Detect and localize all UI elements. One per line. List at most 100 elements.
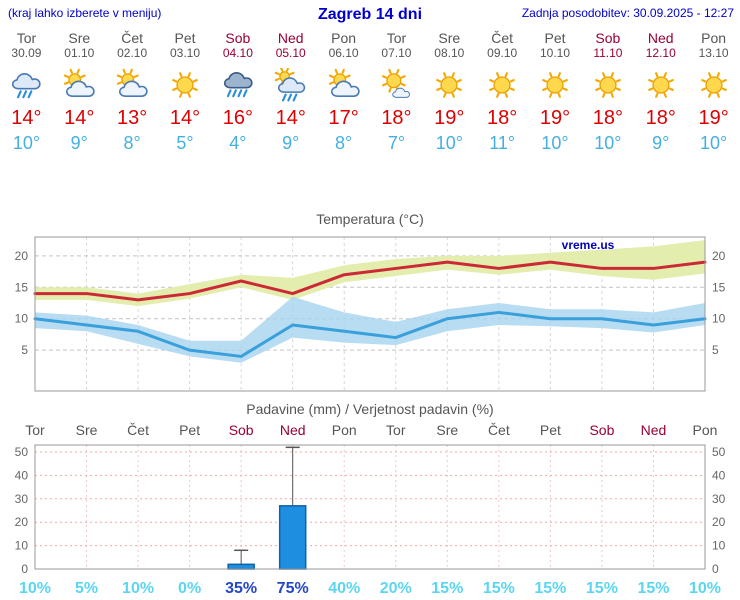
- day-high-temp: 19°: [434, 107, 465, 129]
- day-date: 12.10: [645, 46, 676, 60]
- day-high-temp: 18°: [487, 107, 518, 129]
- svg-text:50: 50: [712, 445, 726, 459]
- svg-text:40: 40: [712, 468, 726, 482]
- day-low-temp: 8°: [334, 133, 353, 153]
- svg-text:Sre: Sre: [436, 422, 458, 438]
- svg-text:5%: 5%: [75, 580, 98, 597]
- svg-text:15%: 15%: [431, 580, 463, 597]
- day-name: Sob: [595, 30, 621, 46]
- svg-text:Čet: Čet: [488, 422, 510, 438]
- svg-text:15%: 15%: [637, 580, 669, 597]
- day-date: 02.10: [117, 46, 148, 60]
- partly-cloudy-icon: [317, 65, 370, 105]
- day-low-temp: 10°: [594, 133, 622, 153]
- svg-text:40%: 40%: [328, 580, 360, 597]
- svg-text:Pet: Pet: [179, 422, 200, 438]
- day-date: 03.10: [169, 46, 201, 60]
- day-high-temp: 17°: [328, 107, 359, 129]
- svg-text:10%: 10%: [122, 580, 154, 597]
- temperature-chart: 5 5 10 10 15 15 20 20 vreme.us: [15, 236, 726, 392]
- day-name: Tor: [386, 30, 407, 46]
- rain-icon: [0, 65, 53, 105]
- day-low-temp: 10°: [12, 133, 41, 153]
- day-date: 30.09: [11, 46, 42, 60]
- day-cell[interactable]: Pon 13.10 19° 10°: [687, 30, 740, 153]
- svg-text:Pon: Pon: [332, 422, 357, 438]
- sunny-icon: [423, 65, 476, 105]
- day-cell[interactable]: Ned 05.10 14° 9°: [264, 30, 317, 153]
- svg-text:20: 20: [15, 515, 29, 529]
- svg-text:Ned: Ned: [641, 422, 667, 438]
- day-cell[interactable]: Pet 10.10 19° 10°: [529, 30, 582, 153]
- svg-text:15%: 15%: [483, 580, 515, 597]
- day-cell[interactable]: Čet 09.10 18° 11°: [476, 30, 529, 153]
- page-header: (kraj lahko izberete v meniju) Zagreb 14…: [0, 0, 740, 23]
- partly-cloudy-icon: [53, 65, 106, 105]
- partly-cloudy-icon: [106, 65, 159, 105]
- day-cell[interactable]: Tor 30.09 14° 10°: [0, 30, 53, 153]
- day-cell[interactable]: Sre 08.10 19° 10°: [423, 30, 476, 153]
- svg-text:40: 40: [15, 468, 29, 482]
- day-high-temp: 19°: [698, 107, 729, 129]
- day-cell[interactable]: Sob 11.10 18° 10°: [581, 30, 634, 153]
- day-date: 13.10: [698, 46, 729, 60]
- day-high-temp: 14°: [64, 107, 95, 129]
- day-cell[interactable]: Sob 04.10 16° 4°: [211, 30, 264, 153]
- svg-text:Tor: Tor: [386, 422, 406, 438]
- day-cell[interactable]: Ned 12.10 18° 9°: [634, 30, 687, 153]
- day-cell[interactable]: Pon 06.10 17° 8°: [317, 30, 370, 153]
- svg-text:15: 15: [15, 280, 29, 294]
- svg-text:Ned: Ned: [280, 422, 306, 438]
- svg-text:30: 30: [15, 492, 29, 506]
- day-name: Tor: [16, 30, 37, 46]
- day-low-temp: 9°: [70, 133, 88, 153]
- svg-text:10%: 10%: [689, 580, 721, 597]
- sunny-icon: [634, 65, 687, 105]
- svg-text:15%: 15%: [534, 580, 566, 597]
- svg-text:20: 20: [712, 515, 726, 529]
- svg-text:20: 20: [15, 249, 29, 263]
- precipitation-chart-title: Padavine (mm) / Verjetnost padavin (%): [246, 401, 494, 417]
- svg-text:35%: 35%: [225, 580, 257, 597]
- day-high-temp: 14°: [11, 107, 42, 129]
- day-name: Pet: [544, 30, 566, 46]
- day-date: 09.10: [487, 46, 518, 60]
- day-date: 08.10: [434, 46, 465, 60]
- sunny-icon: [159, 65, 212, 105]
- sunny-icon: [687, 65, 740, 105]
- day-name: Sre: [438, 30, 461, 46]
- day-cell[interactable]: Čet 02.10 13° 8°: [106, 30, 159, 153]
- day-low-temp: 9°: [652, 133, 670, 153]
- day-name: Sob: [225, 30, 251, 46]
- day-name: Ned: [647, 30, 674, 46]
- sunny-icon: [476, 65, 529, 105]
- day-low-temp: 10°: [435, 133, 463, 153]
- day-cell[interactable]: Pet 03.10 14° 5°: [159, 30, 212, 153]
- day-date: 04.10: [222, 46, 253, 60]
- svg-text:0: 0: [21, 562, 28, 576]
- day-low-temp: 11°: [489, 133, 516, 153]
- svg-text:75%: 75%: [277, 580, 309, 597]
- showers-sun-icon: [264, 65, 317, 105]
- svg-text:Tor: Tor: [25, 422, 45, 438]
- svg-text:Sob: Sob: [229, 422, 254, 438]
- svg-text:15%: 15%: [586, 580, 618, 597]
- day-name: Ned: [277, 30, 304, 46]
- day-high-temp: 19°: [539, 107, 571, 129]
- svg-text:Sre: Sre: [76, 422, 98, 438]
- day-name: Sre: [68, 30, 91, 46]
- day-cell[interactable]: Tor 07.10 18° 7°: [370, 30, 423, 153]
- day-cell[interactable]: Sre 01.10 14° 9°: [53, 30, 106, 153]
- svg-text:30: 30: [712, 492, 726, 506]
- precipitation-chart: Tor Sre Čet Pet Sob Ned Pon Tor Sre Čet Pet Sob Ned P…: [15, 422, 726, 597]
- svg-text:10%: 10%: [19, 580, 51, 597]
- day-name: Pon: [331, 30, 357, 46]
- day-low-temp: 9°: [282, 133, 300, 153]
- sunny-icon: [581, 65, 634, 105]
- svg-text:15: 15: [712, 280, 726, 294]
- day-low-temp: 4°: [229, 133, 247, 153]
- day-high-temp: 18°: [645, 107, 676, 129]
- day-low-temp: 10°: [541, 133, 569, 153]
- svg-text:5: 5: [712, 343, 719, 357]
- day-date: 05.10: [275, 46, 306, 60]
